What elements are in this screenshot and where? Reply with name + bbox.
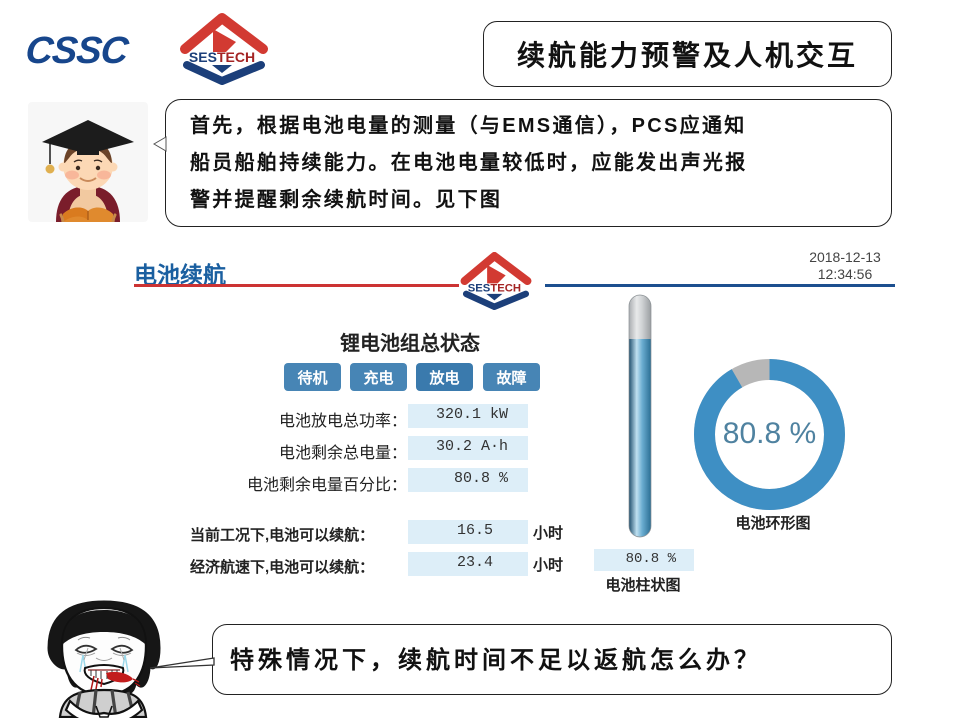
svg-text:SESTECH: SESTECH [189,49,255,65]
svg-text:80.8 %: 80.8 % [723,417,816,450]
svg-text:SESTECH: SESTECH [468,282,521,294]
